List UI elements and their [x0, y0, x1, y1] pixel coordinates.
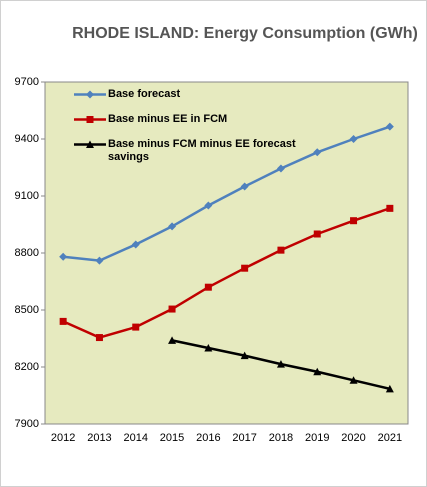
series-line — [62, 207, 391, 339]
x-tick-label: 2017 — [232, 432, 256, 444]
point-marker — [168, 336, 177, 344]
y-tick-label: 7900 — [15, 418, 39, 430]
x-tick-label: 2013 — [87, 432, 111, 444]
legend-label: Base forecast — [108, 88, 181, 100]
y-tick-label: 8800 — [15, 247, 39, 259]
legend-swatch — [74, 116, 106, 123]
point-marker — [59, 252, 68, 261]
point-marker — [313, 230, 321, 238]
point-marker — [86, 90, 94, 99]
point-marker — [204, 344, 213, 352]
point-marker — [132, 323, 140, 331]
point-marker — [276, 164, 285, 173]
x-tick-label: 2019 — [305, 432, 329, 444]
point-marker — [204, 283, 212, 291]
point-marker — [204, 201, 213, 210]
chart-title: RHODE ISLAND: Energy Consumption (GWh) — [72, 25, 418, 42]
y-tick-label: 8200 — [15, 361, 39, 373]
point-marker — [350, 217, 358, 225]
point-marker — [313, 148, 322, 157]
x-tick-label: 2021 — [378, 432, 402, 444]
legend-swatch — [74, 140, 106, 148]
x-tick-label: 2015 — [160, 432, 184, 444]
point-marker — [313, 367, 322, 376]
x-tick-label: 2012 — [51, 432, 75, 444]
point-marker — [349, 376, 358, 384]
legend-item: Base minus FCM minus EE forecast savings — [72, 138, 298, 164]
point-marker — [241, 264, 249, 272]
x-tick-label: 2016 — [196, 432, 220, 444]
series-line — [63, 125, 391, 262]
point-marker — [168, 222, 177, 231]
y-tick-label: 9700 — [15, 76, 39, 88]
point-marker — [86, 140, 94, 148]
point-marker — [385, 384, 394, 393]
point-marker — [386, 204, 394, 212]
y-tick-label: 9400 — [15, 133, 39, 145]
point-marker — [131, 240, 140, 249]
point-marker — [95, 334, 103, 342]
legend-item: Base forecast — [72, 88, 298, 101]
point-marker — [349, 135, 358, 143]
x-tick-label: 2020 — [341, 432, 365, 444]
point-marker — [385, 122, 394, 131]
legend-label: Base minus EE in FCM — [108, 113, 228, 125]
legend-swatch — [74, 90, 106, 99]
legend-item: Base minus EE in FCM — [72, 113, 298, 126]
point-marker — [95, 256, 104, 265]
legend-label: Base minus FCM minus EE forecast savings — [108, 138, 296, 163]
y-tick-label: 9100 — [15, 190, 39, 202]
point-marker — [277, 246, 285, 254]
x-tick-label: 2014 — [124, 432, 148, 444]
plot-area — [44, 81, 409, 425]
point-marker — [240, 182, 249, 191]
point-marker — [168, 305, 176, 313]
point-marker — [86, 116, 94, 123]
x-tick-label: 2018 — [269, 432, 293, 444]
point-marker — [240, 351, 249, 360]
y-tick-label: 8500 — [15, 304, 39, 316]
point-marker — [59, 317, 67, 325]
point-marker — [276, 360, 285, 368]
